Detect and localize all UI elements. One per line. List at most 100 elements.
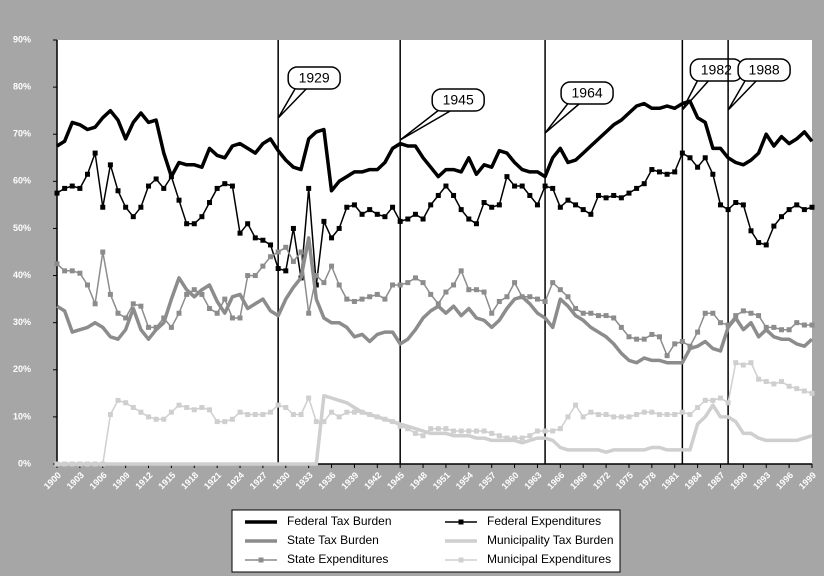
point	[588, 310, 594, 316]
point	[451, 192, 457, 198]
point	[542, 183, 548, 189]
point	[62, 461, 68, 467]
point	[321, 419, 327, 425]
point	[565, 197, 571, 203]
point	[374, 211, 380, 217]
callout-pointer	[277, 86, 307, 119]
x-tick-label: 1906	[88, 470, 109, 491]
point	[595, 313, 601, 319]
point	[519, 294, 525, 300]
point	[466, 287, 472, 293]
point	[473, 287, 479, 293]
point	[138, 204, 144, 210]
point	[161, 315, 167, 321]
y-tick-label: 30%	[13, 317, 31, 327]
y-tick-label: 10%	[13, 411, 31, 421]
series-line	[56, 246, 812, 357]
callout-box	[560, 81, 614, 105]
point	[634, 336, 640, 342]
point	[69, 268, 75, 274]
point	[100, 249, 106, 255]
x-tick-label: 1957	[477, 470, 498, 491]
point	[54, 461, 60, 467]
point	[153, 416, 159, 422]
point	[374, 291, 380, 297]
point	[92, 461, 98, 467]
x-tick-label: 1927	[248, 470, 269, 491]
point	[466, 428, 472, 434]
x-tick-label: 1942	[362, 470, 383, 491]
point	[801, 388, 807, 394]
point	[580, 414, 586, 420]
legend-label: Federal Expenditures	[487, 514, 601, 528]
callout-pointer	[544, 101, 580, 134]
point	[115, 188, 121, 194]
x-tick-label: 1933	[294, 470, 315, 491]
point	[443, 183, 449, 189]
point	[481, 289, 487, 295]
point	[489, 430, 495, 436]
point	[809, 390, 815, 396]
point	[809, 204, 815, 210]
point	[778, 327, 784, 333]
point	[412, 275, 418, 281]
point	[268, 242, 274, 248]
point	[214, 419, 220, 425]
callout-label: 1988	[749, 62, 780, 78]
y-tick-label: 60%	[13, 176, 31, 186]
point	[573, 202, 579, 208]
point	[778, 214, 784, 220]
point	[786, 383, 792, 389]
point	[634, 412, 640, 418]
point	[351, 298, 357, 304]
point	[588, 211, 594, 217]
point	[435, 301, 441, 307]
point	[107, 291, 113, 297]
point	[641, 181, 647, 187]
callout-label: 1964	[572, 85, 603, 101]
point	[252, 235, 258, 241]
point	[321, 218, 327, 224]
point	[428, 426, 434, 432]
point	[428, 291, 434, 297]
x-tick-label: 1936	[316, 470, 337, 491]
point	[527, 433, 533, 439]
point	[245, 221, 251, 227]
y-tick-label: 80%	[13, 81, 31, 91]
point	[626, 414, 632, 420]
point	[580, 207, 586, 213]
point	[298, 249, 304, 255]
point	[717, 202, 723, 208]
legend-marker	[458, 519, 464, 525]
x-tick-label: 1966	[545, 470, 566, 491]
point	[237, 315, 243, 321]
point	[191, 221, 197, 227]
point	[199, 214, 205, 220]
point	[184, 404, 190, 410]
point	[130, 214, 136, 220]
point	[306, 185, 312, 191]
point	[420, 433, 426, 439]
point	[458, 207, 464, 213]
point	[54, 190, 60, 196]
point	[771, 324, 777, 330]
point	[725, 322, 731, 328]
point	[618, 414, 624, 420]
point	[481, 428, 487, 434]
point	[321, 280, 327, 286]
x-tick-label: 1903	[65, 470, 86, 491]
point	[390, 282, 396, 288]
point	[489, 204, 495, 210]
point	[527, 294, 533, 300]
point	[313, 273, 319, 279]
point	[214, 185, 220, 191]
point	[199, 404, 205, 410]
point	[794, 202, 800, 208]
point	[702, 397, 708, 403]
point	[77, 185, 83, 191]
point	[435, 192, 441, 198]
point	[542, 428, 548, 434]
point	[641, 409, 647, 415]
point	[626, 190, 632, 196]
x-tick-label: 1975	[614, 470, 635, 491]
